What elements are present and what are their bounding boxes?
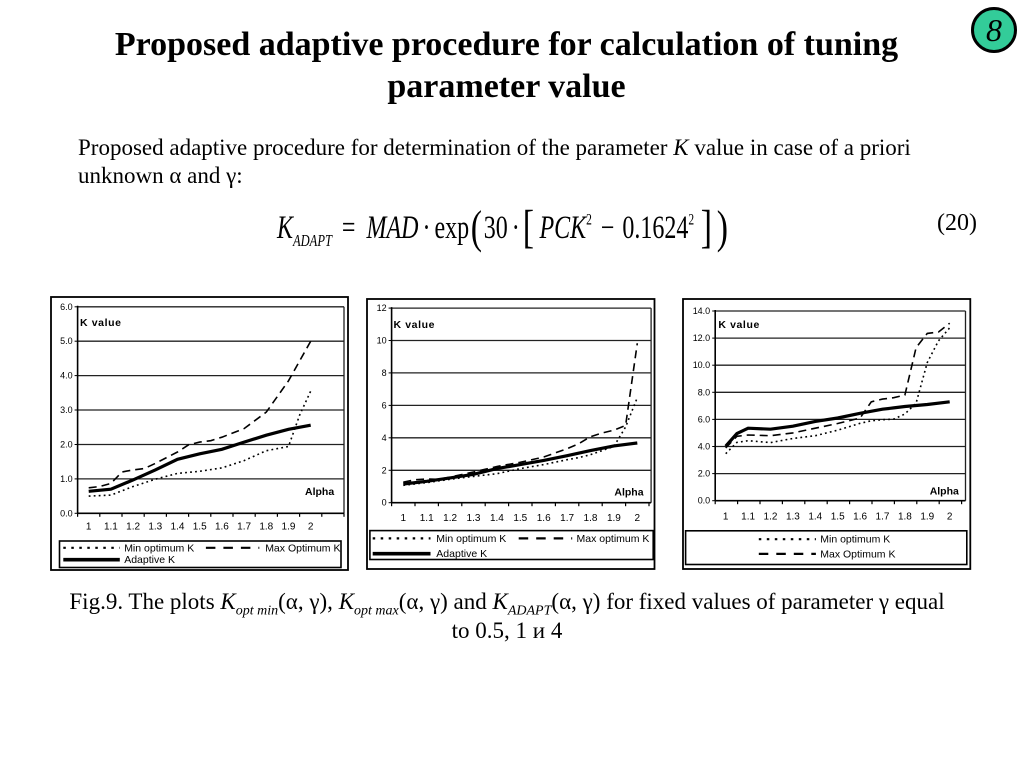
svg-text:5.0: 5.0 xyxy=(60,336,73,346)
svg-text:2: 2 xyxy=(947,511,953,522)
svg-text:K value: K value xyxy=(394,319,436,331)
svg-text:8.0: 8.0 xyxy=(698,387,711,397)
svg-text:Alpha: Alpha xyxy=(930,486,959,497)
svg-text:1.2: 1.2 xyxy=(126,522,140,533)
svg-text:6: 6 xyxy=(382,400,387,410)
svg-text:Min optimum K: Min optimum K xyxy=(821,534,891,545)
svg-text:K value: K value xyxy=(80,317,122,329)
svg-text:Alpha: Alpha xyxy=(614,486,643,498)
svg-text:K value: K value xyxy=(719,320,761,331)
svg-text:12: 12 xyxy=(377,303,387,313)
svg-text:1.3: 1.3 xyxy=(467,513,481,524)
svg-text:1.9: 1.9 xyxy=(921,511,935,522)
svg-text:Adaptive K: Adaptive K xyxy=(436,548,487,560)
svg-text:0: 0 xyxy=(382,497,387,507)
svg-text:1.4: 1.4 xyxy=(809,511,823,522)
svg-text:1.4: 1.4 xyxy=(490,513,504,524)
svg-text:1.8: 1.8 xyxy=(898,511,912,522)
svg-text:1.6: 1.6 xyxy=(537,513,551,524)
svg-text:1.1: 1.1 xyxy=(103,522,117,533)
svg-text:2.0: 2.0 xyxy=(60,440,73,450)
svg-text:1.4: 1.4 xyxy=(170,522,184,533)
svg-text:1.2: 1.2 xyxy=(443,513,457,524)
svg-text:1.6: 1.6 xyxy=(853,511,867,522)
svg-text:Max Optimum K: Max Optimum K xyxy=(821,549,896,560)
svg-text:1.3: 1.3 xyxy=(786,511,800,522)
svg-text:10: 10 xyxy=(377,335,387,345)
svg-text:1.7: 1.7 xyxy=(876,511,890,522)
svg-text:1.9: 1.9 xyxy=(607,513,621,524)
svg-text:Max optimum K: Max optimum K xyxy=(577,532,650,544)
svg-text:1.7: 1.7 xyxy=(237,522,251,533)
svg-text:1.7: 1.7 xyxy=(560,513,574,524)
svg-text:1.1: 1.1 xyxy=(420,513,434,524)
svg-text:6.0: 6.0 xyxy=(60,302,73,312)
svg-text:1.2: 1.2 xyxy=(764,511,778,522)
svg-text:1.5: 1.5 xyxy=(831,511,845,522)
svg-text:1.8: 1.8 xyxy=(584,513,598,524)
svg-text:Adaptive K: Adaptive K xyxy=(124,554,175,566)
svg-text:4: 4 xyxy=(382,432,387,442)
svg-text:Min optimum K: Min optimum K xyxy=(124,542,194,554)
svg-text:1.5: 1.5 xyxy=(513,513,527,524)
svg-text:14.0: 14.0 xyxy=(693,306,711,316)
svg-text:1: 1 xyxy=(85,522,91,533)
svg-text:Max Optimum K: Max Optimum K xyxy=(265,542,340,554)
svg-text:4.0: 4.0 xyxy=(60,371,73,381)
svg-text:1.3: 1.3 xyxy=(148,522,162,533)
svg-text:1: 1 xyxy=(723,511,729,522)
svg-text:4.0: 4.0 xyxy=(698,441,711,451)
svg-text:0.0: 0.0 xyxy=(698,495,711,505)
svg-text:10.0: 10.0 xyxy=(693,360,711,370)
svg-text:2: 2 xyxy=(635,513,641,524)
svg-text:0.0: 0.0 xyxy=(60,508,73,518)
svg-text:1.9: 1.9 xyxy=(281,522,295,533)
svg-text:1: 1 xyxy=(401,513,407,524)
svg-text:1.6: 1.6 xyxy=(214,522,228,533)
svg-text:Alpha: Alpha xyxy=(305,486,334,498)
svg-text:1.1: 1.1 xyxy=(741,511,755,522)
svg-text:1.8: 1.8 xyxy=(259,522,273,533)
svg-text:1.0: 1.0 xyxy=(60,474,73,484)
svg-text:12.0: 12.0 xyxy=(693,333,711,343)
svg-text:2.0: 2.0 xyxy=(698,468,711,478)
svg-text:2: 2 xyxy=(382,465,387,475)
svg-text:8: 8 xyxy=(382,367,387,377)
svg-text:3.0: 3.0 xyxy=(60,405,73,415)
svg-text:1.5: 1.5 xyxy=(192,522,206,533)
svg-text:6.0: 6.0 xyxy=(698,414,711,424)
svg-text:Min optimum K: Min optimum K xyxy=(436,532,506,544)
svg-text:2: 2 xyxy=(307,522,313,533)
